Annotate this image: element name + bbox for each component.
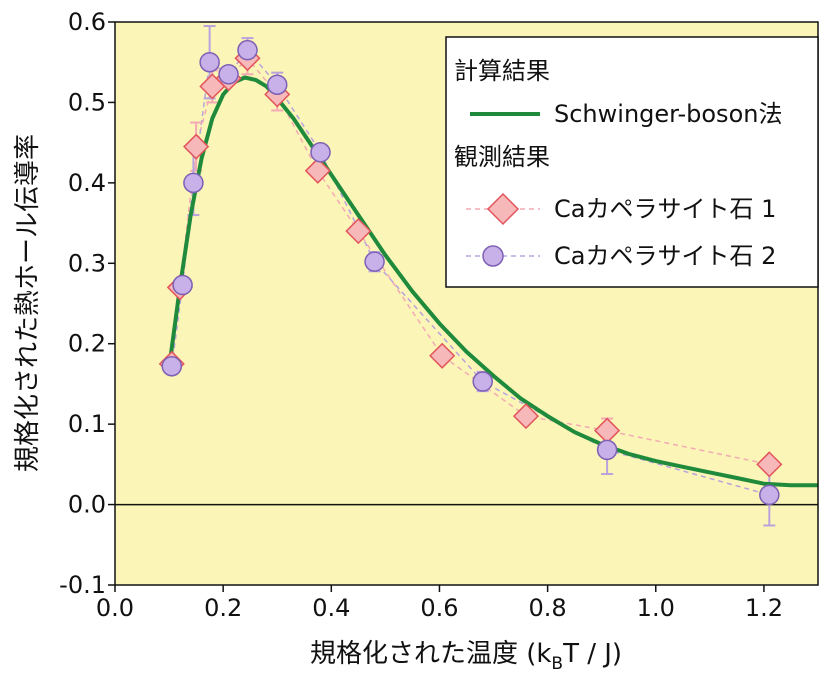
- x-tick-label: 0.4: [312, 594, 350, 622]
- y-tick-label: 0.2: [68, 330, 106, 358]
- sample2-point: [364, 251, 385, 272]
- sample2-point: [596, 439, 618, 461]
- y-tick-label: 0.0: [68, 491, 106, 519]
- sample2-point: [183, 172, 204, 194]
- legend-label-sample1: Caカペラサイト石 1: [554, 195, 776, 223]
- x-tick-label: 0.2: [204, 594, 242, 622]
- sample2-point: [472, 371, 493, 392]
- x-tick-label: 0.0: [96, 594, 134, 622]
- sample2-point: [172, 274, 193, 296]
- sample2-point: [310, 142, 331, 163]
- y-tick-label: 0.1: [68, 410, 106, 438]
- y-axis-label: 規格化された熱ホール伝導率: [13, 134, 43, 472]
- y-tick-label: 0.6: [68, 8, 106, 36]
- sample1-point: [512, 403, 540, 430]
- y-tick-label: 0.3: [68, 249, 106, 277]
- legend-swatch-sample2-marker: [482, 245, 504, 267]
- sample2-point: [199, 51, 220, 73]
- legend-swatch-sample1-marker: [486, 192, 520, 226]
- schwinger-boson-curve: [167, 75, 818, 488]
- series-2-connector: [171, 49, 770, 496]
- legend-header-theory: 計算結果: [454, 57, 550, 85]
- legend-label-sample2: Caカペラサイト石 2: [554, 242, 776, 270]
- x-tick-label: 0.8: [529, 594, 567, 622]
- y-tick-label: 0.4: [68, 169, 106, 197]
- legend: 計算結果 Schwinger-boson法 観測結果 Caカペラサイト石 1 C…: [445, 36, 819, 288]
- x-axis-label-subscript: B: [551, 654, 563, 673]
- legend-box: [445, 36, 819, 288]
- sample1-point: [304, 157, 331, 184]
- y-tick-label: 0.5: [68, 88, 106, 116]
- y-tick-label: -0.1: [59, 571, 106, 599]
- plot-frame: [114, 21, 819, 586]
- sample1-point: [756, 451, 783, 478]
- x-axis-label-tail: T / J): [562, 639, 622, 669]
- x-axis-label-main: 規格化された温度 (k: [310, 639, 551, 669]
- x-axis-label: 規格化された温度 (kBT / J): [310, 639, 622, 673]
- sample1-point: [429, 342, 456, 369]
- legend-label-schwinger: Schwinger-boson法: [554, 100, 782, 128]
- sample2-point: [218, 64, 239, 85]
- x-tick-label: 1.2: [745, 594, 783, 622]
- sample1-point: [183, 133, 210, 160]
- sample2-point: [759, 484, 780, 506]
- x-tick-label: 1.0: [637, 594, 675, 622]
- sample2-point: [161, 355, 183, 377]
- sample2-point: [237, 39, 258, 61]
- sample1-point: [345, 218, 372, 245]
- sample2-point: [266, 74, 288, 95]
- legend-header-obs: 観測結果: [454, 143, 550, 171]
- x-tick-label: 0.6: [420, 594, 458, 622]
